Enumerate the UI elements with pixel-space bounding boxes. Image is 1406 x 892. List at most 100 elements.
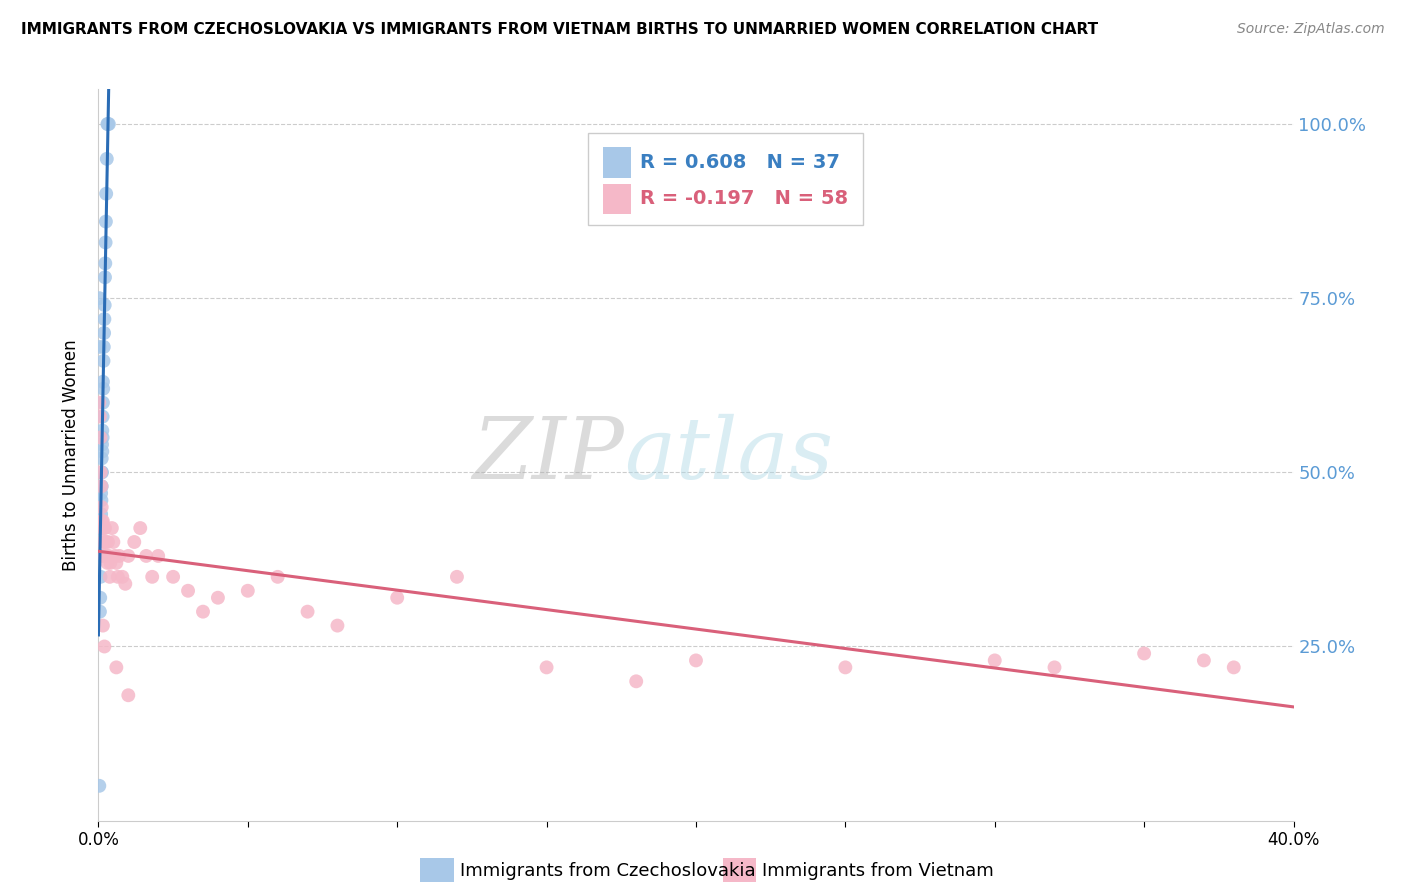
Point	[90, 549, 112, 563]
Point	[1192, 653, 1215, 667]
Point	[267, 570, 290, 584]
Point	[94, 235, 117, 250]
Text: Immigrants from Czechoslovakia: Immigrants from Czechoslovakia	[460, 862, 755, 880]
Point	[94, 535, 117, 549]
Point	[90, 500, 112, 515]
Y-axis label: Births to Unmarried Women: Births to Unmarried Women	[62, 339, 80, 571]
Point	[91, 521, 114, 535]
Point	[91, 514, 114, 528]
Point	[96, 549, 118, 563]
Point	[96, 152, 118, 166]
Point	[91, 409, 114, 424]
Point	[91, 437, 114, 451]
Point	[93, 535, 115, 549]
Point	[89, 570, 111, 584]
Point	[93, 640, 115, 654]
Point	[117, 688, 139, 702]
Point	[90, 466, 112, 480]
Point	[91, 382, 114, 396]
Point	[97, 117, 120, 131]
Point	[114, 576, 136, 591]
FancyBboxPatch shape	[603, 184, 631, 214]
Point	[91, 444, 114, 458]
Point	[94, 256, 117, 270]
Text: ZIP: ZIP	[472, 414, 624, 496]
Point	[111, 570, 134, 584]
Point	[105, 660, 128, 674]
Point	[89, 409, 111, 424]
Text: R = 0.608   N = 37: R = 0.608 N = 37	[640, 153, 839, 172]
Point	[103, 535, 125, 549]
Text: Immigrants from Vietnam: Immigrants from Vietnam	[762, 862, 994, 880]
Point	[90, 507, 112, 521]
Point	[685, 653, 707, 667]
Point	[89, 605, 111, 619]
Point	[93, 326, 115, 340]
Text: R = -0.197   N = 58: R = -0.197 N = 58	[640, 189, 848, 209]
Point	[626, 674, 648, 689]
Point	[91, 395, 114, 409]
Point	[148, 549, 170, 563]
Point	[1223, 660, 1246, 674]
Text: IMMIGRANTS FROM CZECHOSLOVAKIA VS IMMIGRANTS FROM VIETNAM BIRTHS TO UNMARRIED WO: IMMIGRANTS FROM CZECHOSLOVAKIA VS IMMIGR…	[21, 22, 1098, 37]
Point	[90, 486, 112, 500]
Point	[90, 479, 112, 493]
Point	[1133, 647, 1156, 661]
Point	[135, 549, 157, 563]
Point	[93, 340, 115, 354]
Point	[536, 660, 558, 674]
Point	[91, 514, 114, 528]
Point	[89, 291, 111, 305]
Point	[108, 549, 131, 563]
Point	[105, 556, 128, 570]
Point	[90, 466, 112, 480]
Point	[89, 779, 111, 793]
Point	[93, 521, 115, 535]
Point	[97, 549, 120, 563]
Point	[91, 424, 114, 438]
Point	[834, 660, 856, 674]
Point	[107, 570, 129, 584]
Point	[91, 535, 114, 549]
Point	[177, 583, 200, 598]
Point	[236, 583, 259, 598]
Point	[297, 605, 319, 619]
Point	[101, 521, 124, 535]
Point	[207, 591, 229, 605]
Point	[104, 549, 127, 563]
Point	[326, 618, 349, 632]
Point	[93, 298, 115, 312]
Point	[129, 521, 152, 535]
Point	[90, 479, 112, 493]
Point	[94, 214, 117, 228]
Point	[97, 117, 120, 131]
Point	[96, 556, 118, 570]
Point	[984, 653, 1007, 667]
Point	[446, 570, 468, 584]
Point	[93, 312, 115, 326]
Point	[191, 605, 214, 619]
Point	[93, 354, 115, 368]
Point	[89, 430, 111, 444]
Point	[124, 535, 146, 549]
Point	[385, 591, 409, 605]
Text: atlas: atlas	[624, 414, 834, 496]
Point	[97, 535, 120, 549]
Point	[162, 570, 184, 584]
Point	[93, 549, 115, 563]
Text: Source: ZipAtlas.com: Source: ZipAtlas.com	[1237, 22, 1385, 37]
FancyBboxPatch shape	[603, 147, 631, 178]
Point	[98, 570, 121, 584]
Point	[90, 451, 112, 466]
Point	[141, 570, 163, 584]
Point	[96, 186, 118, 201]
Point	[1043, 660, 1066, 674]
Point	[91, 466, 114, 480]
Point	[89, 340, 111, 354]
Point	[89, 395, 111, 409]
FancyBboxPatch shape	[589, 133, 863, 225]
Point	[94, 270, 117, 285]
Point	[91, 430, 114, 444]
Point	[94, 521, 117, 535]
Point	[91, 618, 114, 632]
